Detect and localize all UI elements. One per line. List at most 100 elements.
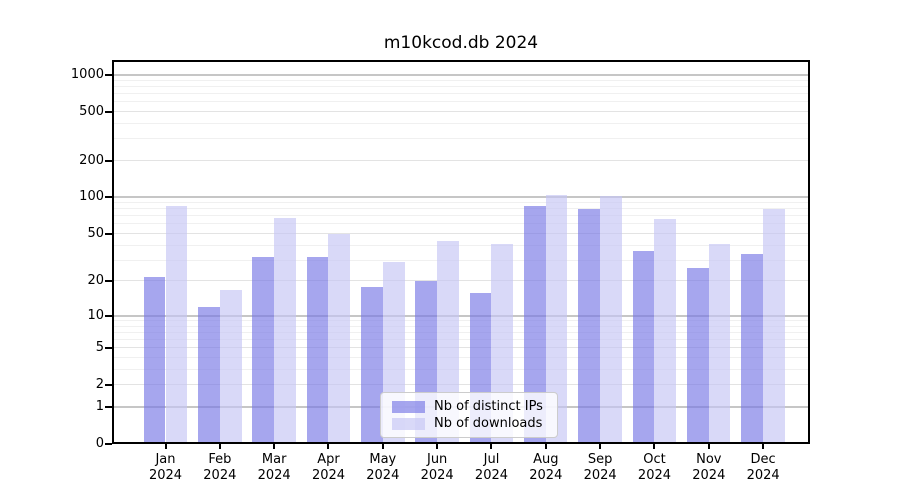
- legend-swatch-downloads: [392, 417, 425, 430]
- x-axis-line: [112, 442, 810, 444]
- x-tick-month: Mar: [261, 452, 287, 467]
- x-tick-year: 2024: [474, 468, 509, 483]
- y-tick-label-0: 0: [95, 436, 104, 451]
- bar-jan-downloads: [165, 206, 188, 444]
- gridline-600: [112, 101, 810, 103]
- x-tick-label-may: May 2024: [347, 452, 419, 484]
- gridline-4: [112, 357, 810, 359]
- bar-apr-distinct-ips: [306, 257, 329, 444]
- gridline-70: [112, 215, 810, 217]
- y-tick-mark-5: [105, 347, 112, 350]
- x-tick-label-mar: Mar 2024: [238, 452, 310, 484]
- x-tick-label-dec: Dec 2024: [727, 452, 799, 484]
- x-tick-month: May: [369, 452, 397, 467]
- x-tick-mark-oct: [653, 444, 656, 449]
- bar-feb-distinct-ips: [198, 306, 220, 444]
- x-tick-month: Jul: [483, 452, 500, 467]
- gridline-10: [112, 314, 810, 317]
- gridline-700: [112, 92, 810, 94]
- x-tick-mark-mar: [273, 444, 276, 449]
- gridline-50: [112, 232, 810, 234]
- gridline-7: [112, 331, 810, 333]
- x-tick-month: Nov: [696, 452, 722, 467]
- gridline-300: [112, 138, 810, 140]
- gridline-1000: [112, 73, 810, 76]
- x-tick-label-apr: Apr 2024: [292, 452, 364, 484]
- gridline-80: [112, 208, 810, 210]
- x-tick-label-jan: Jan 2024: [130, 452, 202, 484]
- y-tick-label-10: 10: [87, 307, 104, 323]
- chart-title: m10kcod.db 2024: [383, 33, 539, 53]
- x-tick-year: 2024: [529, 468, 563, 483]
- x-tick-mark-sep: [599, 444, 602, 449]
- y-tick-mark-1000: [105, 73, 112, 76]
- plot-border-right: [808, 60, 810, 444]
- bar-nov-downloads: [708, 244, 731, 444]
- x-tick-month: Aug: [533, 452, 559, 467]
- gridline-500: [112, 110, 810, 112]
- bar-aug-distinct-ips: [524, 206, 546, 444]
- y-tick-mark-10: [105, 314, 112, 317]
- x-tick-month: Jun: [426, 452, 448, 467]
- x-tick-year: 2024: [692, 468, 726, 483]
- legend-entry-distinct-ips: Nb of distinct IPs: [392, 398, 547, 415]
- x-tick-mark-jun: [436, 444, 439, 449]
- gridline-100: [112, 196, 810, 199]
- x-tick-label-feb: Feb 2024: [184, 452, 256, 484]
- gridline-2: [112, 384, 810, 386]
- y-tick-label-50: 50: [87, 225, 104, 241]
- x-tick-label-oct: Oct 2024: [618, 452, 690, 484]
- gridline-8: [112, 325, 810, 327]
- x-tick-month: Dec: [750, 452, 776, 467]
- x-tick-year: 2024: [148, 468, 183, 483]
- plot-border-top: [112, 60, 810, 62]
- bar-mar-downloads: [274, 217, 296, 444]
- gridline-900: [112, 79, 810, 81]
- y-tick-label-5: 5: [95, 340, 104, 356]
- bar-oct-distinct-ips: [632, 251, 655, 444]
- x-tick-mark-jul: [490, 444, 493, 449]
- bar-sep-downloads: [600, 195, 622, 444]
- x-tick-year: 2024: [257, 468, 291, 483]
- bar-jan-distinct-ips: [143, 276, 166, 444]
- x-tick-label-aug: Aug 2024: [510, 452, 582, 484]
- y-tick-mark-2: [105, 384, 112, 387]
- bar-oct-downloads: [654, 219, 677, 444]
- x-tick-year: 2024: [420, 468, 454, 483]
- x-tick-year: 2024: [366, 468, 400, 483]
- y-tick-label-1: 1: [95, 398, 104, 414]
- y-tick-mark-50: [105, 232, 112, 235]
- y-tick-label-200: 200: [79, 152, 104, 168]
- x-tick-year: 2024: [203, 468, 237, 483]
- y-tick-mark-20: [105, 280, 112, 283]
- y-axis-line: [112, 60, 114, 444]
- gridline-90: [112, 202, 810, 204]
- legend-label-downloads: Nb of downloads: [434, 415, 543, 431]
- gridline-5: [112, 347, 810, 349]
- gridline-3: [112, 368, 810, 370]
- gridline-9: [112, 320, 810, 321]
- gridline-40: [112, 244, 810, 246]
- x-tick-mark-aug: [544, 444, 547, 449]
- y-tick-mark-0: [105, 443, 112, 445]
- bar-nov-distinct-ips: [687, 267, 709, 444]
- y-tick-label-100: 100: [79, 189, 104, 205]
- x-tick-month: Oct: [643, 452, 666, 467]
- y-tick-mark-100: [105, 196, 112, 199]
- gridline-800: [112, 85, 810, 87]
- x-tick-month: Apr: [317, 452, 340, 467]
- gridline-20: [112, 280, 810, 282]
- bar-apr-downloads: [328, 233, 351, 444]
- gridline-60: [112, 223, 810, 225]
- x-tick-mark-dec: [762, 444, 765, 449]
- plot-area: [112, 60, 810, 444]
- y-tick-label-2: 2: [95, 377, 104, 393]
- x-tick-mark-nov: [707, 444, 710, 449]
- x-tick-mark-may: [381, 444, 384, 449]
- gridline-200: [112, 159, 810, 161]
- legend-label-distinct-ips: Nb of distinct IPs: [434, 398, 543, 414]
- x-tick-label-sep: Sep 2024: [564, 452, 636, 484]
- y-tick-mark-500: [105, 110, 112, 113]
- gridline-6: [112, 339, 810, 341]
- x-tick-label-jul: Jul 2024: [455, 452, 527, 484]
